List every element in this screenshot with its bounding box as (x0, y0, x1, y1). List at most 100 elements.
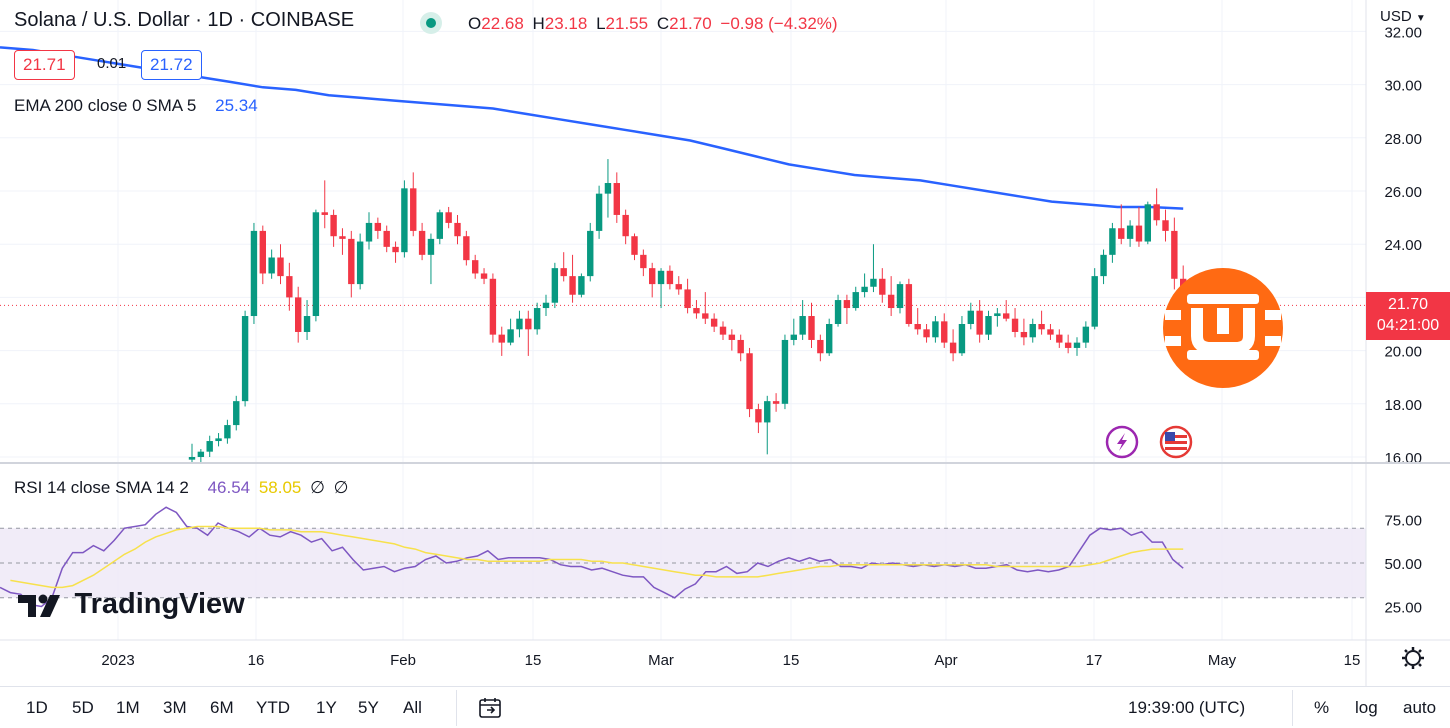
candle-body (206, 441, 213, 452)
candle (374, 217, 382, 239)
candle-body (1153, 204, 1160, 221)
candle (383, 225, 390, 253)
candle-body (702, 313, 709, 319)
timeframe-6m[interactable]: 6M (210, 698, 234, 717)
candle (268, 249, 275, 279)
candle (1126, 220, 1134, 247)
candle-body (542, 302, 550, 309)
timeframe-ytd[interactable]: YTD (256, 698, 290, 717)
x-tick-label: 15 (1344, 652, 1361, 669)
candle-body (595, 193, 603, 231)
log-scale-button[interactable]: log (1355, 698, 1378, 717)
percent-scale-button[interactable]: % (1314, 698, 1330, 717)
rsi-value: 46.54 (207, 478, 251, 497)
timeframe-1y[interactable]: 1Y (316, 698, 337, 717)
candle-body (861, 286, 868, 293)
candle-body (808, 316, 815, 340)
currency-selector[interactable]: USD ▼ (1380, 8, 1426, 25)
candle-body (250, 230, 258, 317)
candle-body (330, 214, 337, 237)
candle (1135, 206, 1143, 247)
candle (675, 276, 682, 295)
candle (401, 180, 408, 258)
candle-body (551, 268, 559, 303)
candle-body (1109, 228, 1116, 255)
buy-price-button[interactable]: 21.72 (141, 50, 202, 80)
date-range-button[interactable] (478, 696, 502, 725)
candle (436, 209, 443, 245)
candle-body (1082, 326, 1090, 343)
x-tick-label: 15 (525, 652, 542, 669)
candle (666, 265, 674, 290)
candle (542, 294, 550, 317)
candle-body (516, 318, 523, 330)
exchange-logo-icon (1163, 268, 1283, 388)
candle (480, 268, 488, 285)
x-tick-label: May (1208, 652, 1237, 669)
y-tick-label: 30.00 (1384, 78, 1422, 95)
ema-label: EMA 200 close 0 SMA 5 (14, 96, 197, 115)
timeframe-1d[interactable]: 1D (26, 698, 48, 717)
candle-body (772, 401, 780, 404)
candle-body (569, 276, 576, 295)
candle-body (1020, 331, 1028, 338)
lightning-icon[interactable] (1105, 425, 1139, 459)
candle-body (321, 212, 328, 215)
timeframe-1m[interactable]: 1M (116, 698, 140, 717)
candle (303, 300, 311, 340)
close-value: 21.70 (669, 14, 712, 33)
timeframe-5d[interactable]: 5D (72, 698, 94, 717)
rsi-legend[interactable]: RSI 14 close SMA 14 2 46.54 58.05 ∅ ∅ (14, 478, 348, 498)
timeframe-3m[interactable]: 3M (163, 698, 187, 717)
y-tick-label: 24.00 (1384, 237, 1422, 254)
candle-body (613, 183, 620, 215)
sell-price-button[interactable]: 21.71 (14, 50, 75, 80)
candle-body (454, 222, 461, 237)
timeframe-5y[interactable]: 5Y (358, 698, 379, 717)
candle (914, 308, 921, 335)
auto-scale-button[interactable]: auto (1403, 698, 1437, 717)
y-tick-label: 32.00 (1384, 24, 1422, 41)
tradingview-watermark: TradingView (18, 588, 245, 621)
candle-body (1011, 318, 1019, 332)
x-tick-label: 15 (783, 652, 800, 669)
settings-gear-icon[interactable] (1402, 647, 1424, 669)
utc-clock[interactable]: 19:39:00 (UTC) (1128, 698, 1246, 717)
candle (967, 302, 974, 330)
rsi-y-tick-label: 50.00 (1384, 556, 1422, 573)
candle (312, 209, 320, 322)
ema-legend[interactable]: EMA 200 close 0 SMA 5 25.34 (14, 96, 258, 116)
candle (852, 286, 859, 311)
candle (649, 262, 656, 298)
candle-body (295, 297, 302, 332)
candle-body (896, 284, 904, 309)
candle-body (631, 236, 638, 255)
candle-body (188, 457, 196, 460)
candle-body (418, 230, 426, 255)
candle (233, 395, 240, 431)
grid-lines (0, 0, 1366, 640)
high-value: 23.18 (544, 14, 588, 33)
candle (551, 262, 559, 309)
us-flag-icon[interactable] (1159, 425, 1193, 459)
toolbar-divider (0, 686, 1450, 687)
candle (941, 313, 948, 348)
candle-body (799, 316, 806, 335)
toolbar-separator (456, 690, 457, 726)
candle (1064, 334, 1072, 354)
candle (1011, 308, 1019, 338)
candle-body (657, 270, 665, 285)
candle-body (932, 321, 939, 338)
candle-body (480, 273, 488, 279)
candle (277, 244, 284, 285)
candle (1100, 249, 1107, 285)
candle-body (746, 353, 753, 410)
timeframe-all[interactable]: All (403, 698, 422, 717)
candle-body (1118, 228, 1125, 239)
high-label: H (532, 14, 545, 33)
x-tick-label: 16 (248, 652, 265, 669)
candle (454, 214, 461, 245)
candle-body (560, 268, 567, 277)
symbol-title[interactable]: Solana / U.S. Dollar · 1D · COINBASE (14, 9, 355, 31)
